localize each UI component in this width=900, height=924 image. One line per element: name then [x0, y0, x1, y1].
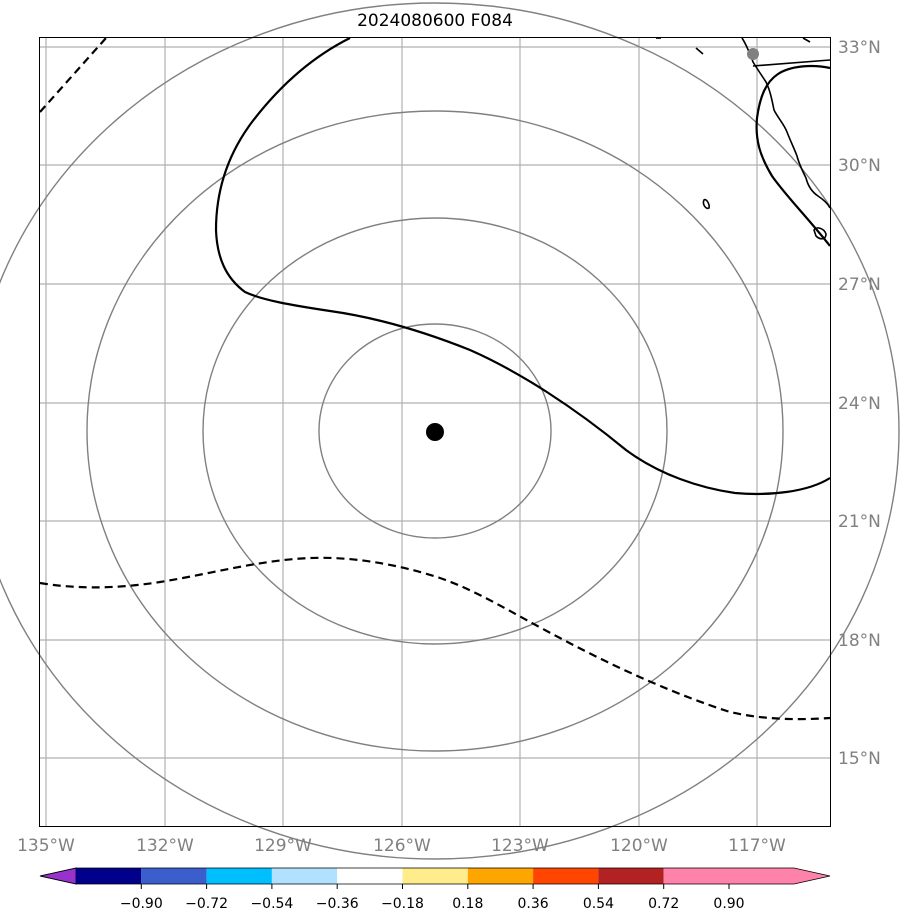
range-ring-2 — [202, 217, 668, 645]
city-marker — [747, 48, 759, 60]
contour-negative-2 — [39, 556, 831, 721]
storm-center-marker — [426, 423, 444, 441]
map-title: 2024080600 F084 — [357, 11, 513, 31]
colorbar-segment — [663, 868, 729, 884]
colorbar: −0.90 −0.72 −0.54 −0.36 −0.18 0.18 0.36 … — [39, 867, 831, 912]
colorbar-segment — [467, 868, 534, 884]
colorbar-segment — [271, 868, 338, 884]
lon-label: 129°W — [254, 836, 312, 856]
lat-label: 30°N — [838, 156, 881, 176]
contour-negative-1 — [39, 37, 107, 113]
colorbar-tick-label: 0.54 — [583, 896, 614, 912]
colorbar-extend-high — [729, 868, 830, 884]
colorbar-tick-label: −0.18 — [381, 896, 424, 912]
lon-label: 123°W — [491, 836, 549, 856]
contours — [39, 37, 831, 721]
colorbar-segment — [533, 868, 599, 884]
colorbar-tick-label: 0.72 — [648, 896, 679, 912]
lat-label: 24°N — [838, 394, 881, 414]
lat-label: 15°N — [838, 749, 881, 769]
longitude-labels: 135°W 132°W 129°W 126°W 123°W 120°W 117°… — [17, 836, 786, 856]
lat-label: 33°N — [838, 38, 881, 58]
contour-positive-2 — [755, 64, 831, 247]
range-ring-1 — [318, 323, 552, 539]
lon-label: 117°W — [728, 836, 786, 856]
range-ring-4 — [0, 2, 900, 860]
lat-label: 27°N — [838, 275, 881, 295]
colorbar-segment — [337, 868, 403, 884]
colorbar-segment — [402, 868, 468, 884]
coastline — [656, 37, 831, 240]
colorbar-tick-label: −0.90 — [120, 896, 163, 912]
latitude-labels: 33°N 30°N 27°N 24°N 21°N 18°N 15°N — [838, 38, 881, 769]
colorbar-segment — [141, 868, 207, 884]
colorbar-tick-label: −0.36 — [316, 896, 359, 912]
lon-label: 135°W — [17, 836, 75, 856]
colorbar-tick-label: −0.72 — [185, 896, 228, 912]
graticule — [40, 38, 830, 826]
colorbar-ticks — [140, 884, 730, 889]
map-frame — [39, 37, 831, 827]
colorbar-extend-low — [39, 867, 77, 885]
contour-positive-1 — [214, 37, 831, 496]
colorbar-outline — [39, 867, 831, 885]
map-panel — [0, 2, 900, 860]
colorbar-tick-label: 0.18 — [452, 896, 483, 912]
range-ring-3 — [86, 110, 784, 752]
colorbar-segment — [76, 868, 142, 884]
colorbar-segment — [598, 868, 664, 884]
range-rings — [0, 2, 900, 860]
colorbar-tick-label: −0.54 — [250, 896, 293, 912]
colorbar-tick-label: 0.36 — [518, 896, 549, 912]
lon-label: 120°W — [610, 836, 668, 856]
lon-label: 132°W — [136, 836, 194, 856]
lat-label: 21°N — [838, 512, 881, 532]
lon-label: 126°W — [373, 836, 431, 856]
colorbar-tick-label: 0.90 — [713, 896, 744, 912]
lat-label: 18°N — [838, 631, 881, 651]
colorbar-segment — [206, 868, 272, 884]
